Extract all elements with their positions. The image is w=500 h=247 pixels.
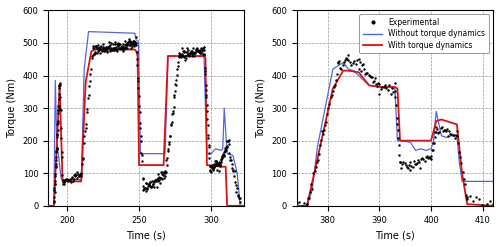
Legend: Experimental, Without torque dynamics, With torque dynamics: Experimental, Without torque dynamics, W…	[360, 14, 489, 54]
Y-axis label: Torque (Nm): Torque (Nm)	[7, 78, 17, 138]
Y-axis label: Torque (Nm): Torque (Nm)	[256, 78, 266, 138]
X-axis label: Time (s): Time (s)	[126, 230, 166, 240]
X-axis label: Time (s): Time (s)	[375, 230, 415, 240]
